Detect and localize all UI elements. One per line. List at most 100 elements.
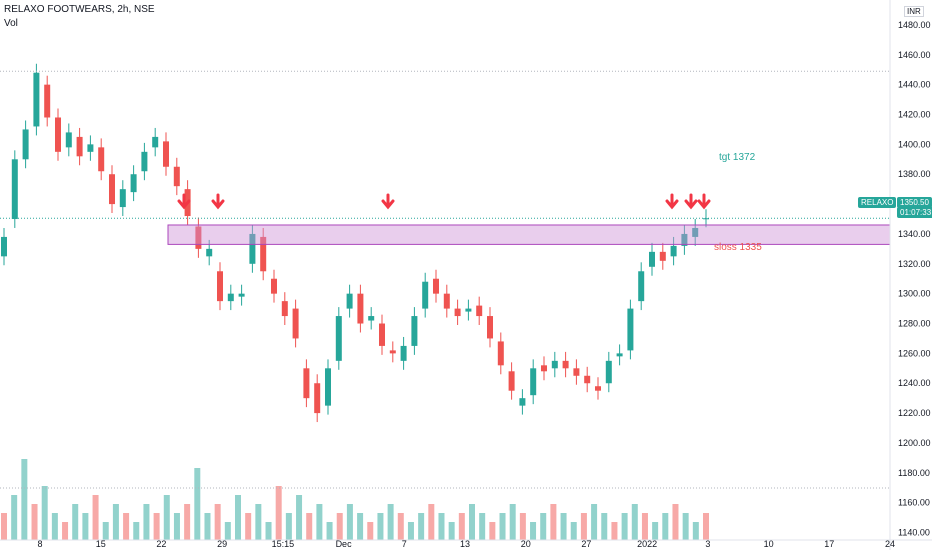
volume-bar [275,486,282,540]
volume-bar [326,522,333,540]
candle-body [238,293,245,297]
y-tick-label: 1300.00 [898,289,931,299]
x-tick-label: 15:15 [272,539,295,549]
volume-bar [265,522,272,540]
volume-bar [631,504,638,540]
volume-bar [509,504,516,540]
candle-body [400,345,407,361]
support-zone [167,224,891,245]
volume-bar [530,522,537,540]
volume-bar [367,522,374,540]
volume-bar [591,504,598,540]
last-price-tag: 1350.50 [897,197,932,208]
candle-body [541,365,547,372]
chart-title: RELAXO FOOTWEARS, 2h, NSE [4,4,155,15]
volume-bar [550,504,557,540]
volume-bar [387,504,394,540]
volume-bar [621,513,628,540]
y-tick-label: 1280.00 [898,319,931,329]
candle-body [292,308,299,339]
candle-body [551,360,558,369]
candle-body [562,360,569,369]
candle-body [130,174,137,193]
volume-bar [580,513,587,540]
candle-body [638,271,645,302]
y-tick-label: 1400.00 [898,139,931,149]
candle-body [76,136,83,157]
volume-bar [306,513,313,540]
volume-bar [41,486,48,540]
volume-bar [1,513,7,540]
down-arrow [211,193,225,210]
candle-body [476,305,483,317]
candle-body [65,132,72,148]
volume-bar [652,522,659,540]
volume-bar [173,513,180,540]
volume-bar [123,513,130,540]
candle-body [670,245,677,257]
volume-bar [438,513,445,540]
candle-body [11,159,18,220]
candle-body [465,308,472,312]
y-tick-label: 1480.00 [898,20,931,30]
volume-bar [92,495,99,540]
candle-body [627,308,634,351]
target-annotation: tgt 1372 [719,152,756,163]
candle-body [271,278,277,294]
volume-bar [479,513,486,540]
candle-body [616,353,623,357]
candle-body [303,368,310,399]
volume-bar [112,504,119,540]
volume-bar [102,522,109,540]
candle-body [357,293,364,324]
candle-body [368,316,375,321]
volume-bar [204,513,211,540]
x-tick-label: 27 [581,539,591,549]
candle-body [44,84,51,118]
candle-body [325,368,331,406]
candle-body [346,293,353,309]
volume-bar [72,504,79,540]
candle-body [1,236,7,257]
candle-body [217,271,223,302]
down-arrow [684,193,698,210]
candle-body [260,236,267,272]
volume-bar [316,504,323,540]
volume-bar [163,495,170,540]
countdown-tag: 01:07:33 [897,207,932,218]
candle-body [227,293,234,302]
y-tick-label: 1380.00 [898,169,931,179]
x-tick-label: 3 [705,539,710,549]
x-tick-label: 24 [885,539,895,549]
volume-bar [499,513,506,540]
volume-bar [153,513,160,540]
x-tick-label: 8 [37,539,42,549]
volume-bar [11,495,18,540]
volume-bar [82,513,89,540]
zone-rect [167,224,891,245]
x-tick-label: 13 [460,539,470,549]
volume-bar [184,504,191,540]
volume-bar [214,504,221,540]
volume-bar [407,522,414,540]
candle-body [163,141,169,167]
volume-bar [285,513,292,540]
x-tick-label: 17 [824,539,834,549]
volume-bar [662,513,669,540]
candle-body [530,368,537,396]
candle-body [649,251,655,267]
x-tick-label: Dec [336,539,353,549]
volume-bar [143,504,150,540]
entry-arrows [177,193,711,210]
candle-body [422,281,429,309]
currency-badge[interactable]: INR [904,6,924,17]
y-tick-label: 1140.00 [898,528,930,538]
volume-bar [377,513,384,540]
volume-bar [245,513,252,540]
candle-body [487,316,493,339]
candle-body [314,383,321,414]
candle-body [584,375,591,384]
x-tick-label: 10 [764,539,774,549]
